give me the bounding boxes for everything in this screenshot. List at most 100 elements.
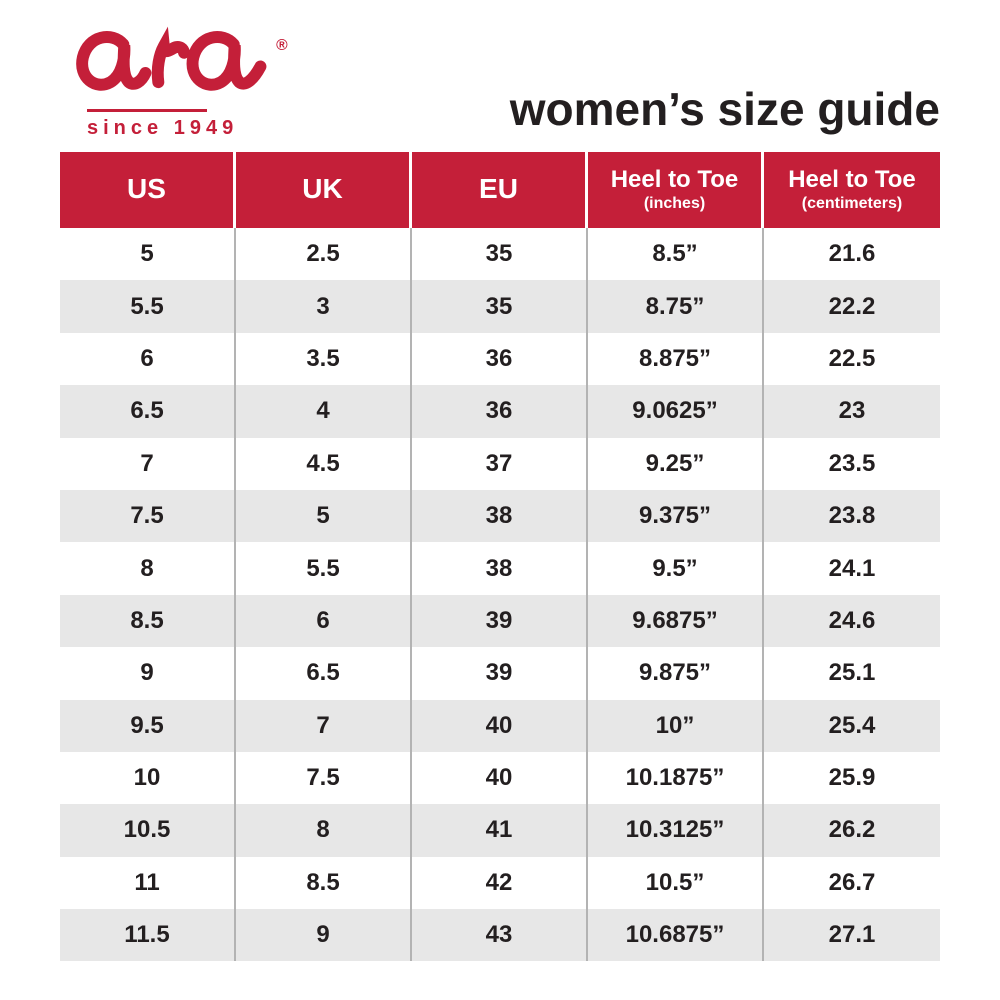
table-cell: 26.2 [828, 816, 876, 844]
table-cell: 9.875” [588, 647, 764, 700]
column-sublabel: (centimeters) [801, 195, 903, 213]
table-row: 5.5 3 35 8.75” 22.2 [60, 280, 940, 333]
table-cell: 8.875” [588, 332, 764, 386]
table-cell: 24.1 [828, 554, 876, 582]
table-cell: 36 [412, 332, 588, 386]
table-cell: 24.6 [828, 606, 876, 634]
table-cell: 7.5 [236, 751, 412, 805]
table-header-row: US UK EU Heel to Toe (inches) Heel to To… [60, 152, 940, 228]
table-cell: 9.5 [60, 699, 236, 752]
table-row: 9.5 7 40 10” 25.4 [60, 699, 940, 752]
table-row: 9 6.5 39 9.875” 25.1 [60, 647, 940, 700]
column-header-uk: UK [236, 152, 412, 228]
table-cell: 6.5 [60, 385, 236, 438]
table-cell: 5 [60, 228, 236, 281]
page-header: ® since 1949 women’s size guide [60, 0, 940, 152]
table-row: 10.5 8 41 10.3125” 26.2 [60, 804, 940, 857]
table-cell: 8 [60, 542, 236, 595]
table-row: 8 5.5 38 9.5” 24.1 [60, 542, 940, 595]
table-cell: 2.5 [236, 228, 412, 281]
table-cell: 23 [838, 397, 866, 425]
table-cell: 10” [588, 699, 764, 752]
table-cell: 9.0625” [588, 385, 764, 438]
table-cell: 39 [412, 647, 588, 700]
table-row: 11.5 9 43 10.6875” 27.1 [60, 909, 940, 962]
table-cell: 7.5 [60, 489, 236, 543]
table-cell: 36 [412, 385, 588, 438]
table-cell: 9.6875” [588, 594, 764, 648]
table-row: 11 8.5 42 10.5” 26.7 [60, 856, 940, 910]
brand-logo: ® since 1949 [60, 15, 310, 140]
table-cell: 25.4 [828, 711, 876, 739]
table-row: 6.5 4 36 9.0625” 23 [60, 385, 940, 438]
table-cell: 40 [412, 751, 588, 805]
column-label: Heel to Toe [610, 166, 739, 193]
table-cell: 41 [412, 804, 588, 857]
column-label: US [127, 172, 166, 204]
table-cell: 7 [60, 437, 236, 490]
column-sublabel: (inches) [643, 195, 706, 213]
table-cell: 5 [236, 489, 412, 543]
table-cell: 5.5 [236, 542, 412, 595]
table-cell: 5.5 [60, 280, 236, 333]
table-cell: 8.5 [236, 856, 412, 910]
column-header-us: US [60, 152, 236, 228]
table-cell: 11.5 [60, 909, 236, 962]
table-cell: 9.25” [588, 437, 764, 490]
table-cell: 10.5” [588, 856, 764, 910]
table-cell: 43 [412, 909, 588, 962]
column-label: EU [479, 172, 518, 204]
table-cell: 9.5” [588, 542, 764, 595]
table-cell: 21.6 [828, 240, 876, 268]
table-cell: 9 [60, 647, 236, 700]
table-cell: 8.5 [60, 594, 236, 648]
table-cell: 8.75” [588, 280, 764, 333]
table-cell: 25.9 [828, 764, 876, 792]
brand-tagline: since 1949 [87, 117, 239, 139]
table-cell: 6 [236, 594, 412, 648]
table-cell: 35 [412, 228, 588, 281]
table-cell: 4.5 [236, 437, 412, 490]
column-header-eu: EU [412, 152, 588, 228]
table-row: 7 4.5 37 9.25” 23.5 [60, 437, 940, 490]
logo-rule [87, 109, 207, 112]
column-header-heel-to-toe-inches: Heel to Toe (inches) [588, 152, 764, 228]
table-row: 8.5 6 39 9.6875” 24.6 [60, 594, 940, 648]
column-header-heel-to-toe-centimeters: Heel to Toe (centimeters) [764, 152, 940, 228]
table-cell: 3.5 [236, 332, 412, 386]
table-cell: 6 [60, 332, 236, 386]
table-cell: 10.3125” [588, 804, 764, 857]
table-cell: 7 [236, 699, 412, 752]
table-cell: 10.5 [60, 804, 236, 857]
table-cell: 9.375” [588, 489, 764, 543]
table-cell: 9 [236, 909, 412, 962]
table-cell: 38 [412, 542, 588, 595]
table-cell: 39 [412, 594, 588, 648]
ara-script-logo-icon: ® [76, 26, 288, 91]
table-cell: 37 [412, 437, 588, 490]
table-cell: 38 [412, 489, 588, 543]
table-body: 5 2.5 35 8.5” 21.6 5.5 3 35 8.75” 22.2 6 3.5 36 8.875… [60, 228, 940, 962]
table-cell: 23.5 [828, 449, 876, 477]
table-cell: 40 [412, 699, 588, 752]
table-row: 10 7.5 40 10.1875” 25.9 [60, 751, 940, 805]
table-cell: 25.1 [828, 659, 876, 687]
table-cell: 35 [412, 280, 588, 333]
table-cell: 8 [236, 804, 412, 857]
table-cell: 10 [60, 751, 236, 805]
table-cell: 11 [60, 856, 236, 910]
table-cell: 6.5 [236, 647, 412, 700]
table-cell: 10.1875” [588, 751, 764, 805]
table-row: 7.5 5 38 9.375” 23.8 [60, 489, 940, 543]
table-row: 6 3.5 36 8.875” 22.5 [60, 332, 940, 386]
table-cell: 4 [236, 385, 412, 438]
table-row: 5 2.5 35 8.5” 21.6 [60, 228, 940, 281]
table-cell: 3 [236, 280, 412, 333]
column-label: Heel to Toe [788, 166, 916, 193]
table-cell: 10.6875” [588, 909, 764, 962]
page-title: women’s size guide [509, 83, 940, 135]
table-cell: 22.5 [828, 344, 876, 372]
table-cell: 27.1 [828, 921, 876, 949]
table-cell: 26.7 [828, 868, 876, 896]
